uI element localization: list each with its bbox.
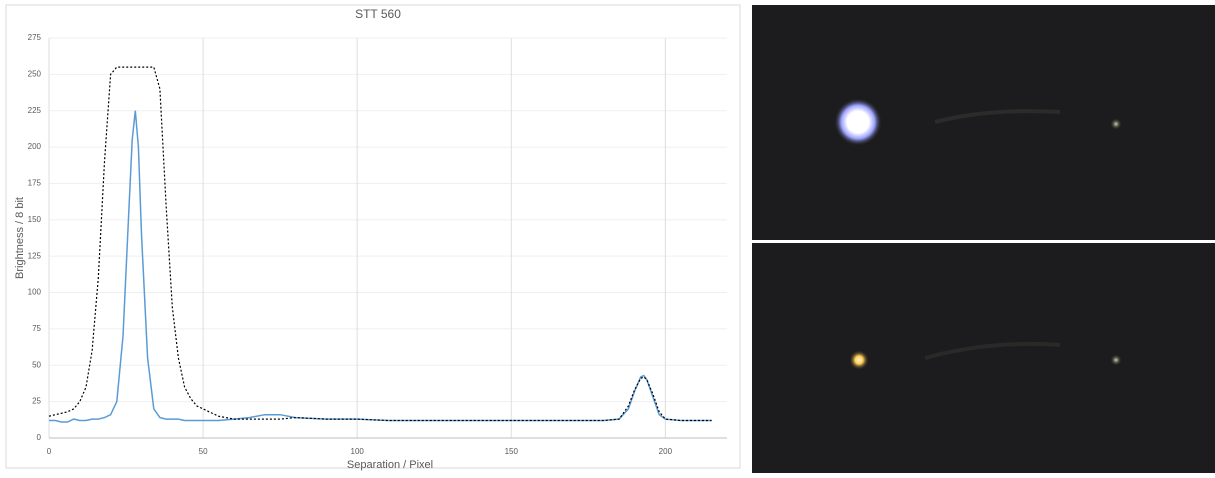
y-tick-label: 125: [28, 251, 42, 260]
y-tick-label: 25: [32, 397, 41, 406]
bright-star: [834, 98, 882, 146]
y-tick-label: 225: [28, 106, 42, 115]
x-tick-label: 200: [659, 447, 673, 456]
y-tick-label: 75: [32, 324, 41, 333]
y-tick-label: 275: [28, 33, 42, 42]
page: {"chart_data": {"type": "line", "title":…: [0, 0, 1215, 473]
y-tick-label: 200: [28, 142, 42, 151]
y-tick-label: 100: [28, 288, 42, 297]
photo-top: [752, 5, 1215, 240]
y-tick-label: 175: [28, 179, 42, 188]
x-tick-label: 50: [199, 447, 208, 456]
y-tick-label: 150: [28, 215, 42, 224]
y-tick-label: 0: [37, 433, 42, 442]
x-tick-label: 0: [47, 447, 52, 456]
x-tick-label: 150: [505, 447, 519, 456]
faint-star: [1110, 118, 1122, 130]
photo-bottom: [752, 243, 1215, 473]
y-tick-label: 50: [32, 360, 41, 369]
yellow-star: [849, 350, 869, 370]
chart-title: STT 560: [355, 7, 401, 21]
x-axis-label: Separation / Pixel: [347, 459, 433, 471]
faint-star: [1110, 354, 1122, 366]
x-tick-label: 100: [351, 447, 365, 456]
y-axis-label: Brightness / 8 bit: [14, 197, 26, 279]
y-tick-label: 250: [28, 69, 42, 78]
figure: STT 560 Separation / Pixel Brightness / …: [0, 0, 1215, 473]
